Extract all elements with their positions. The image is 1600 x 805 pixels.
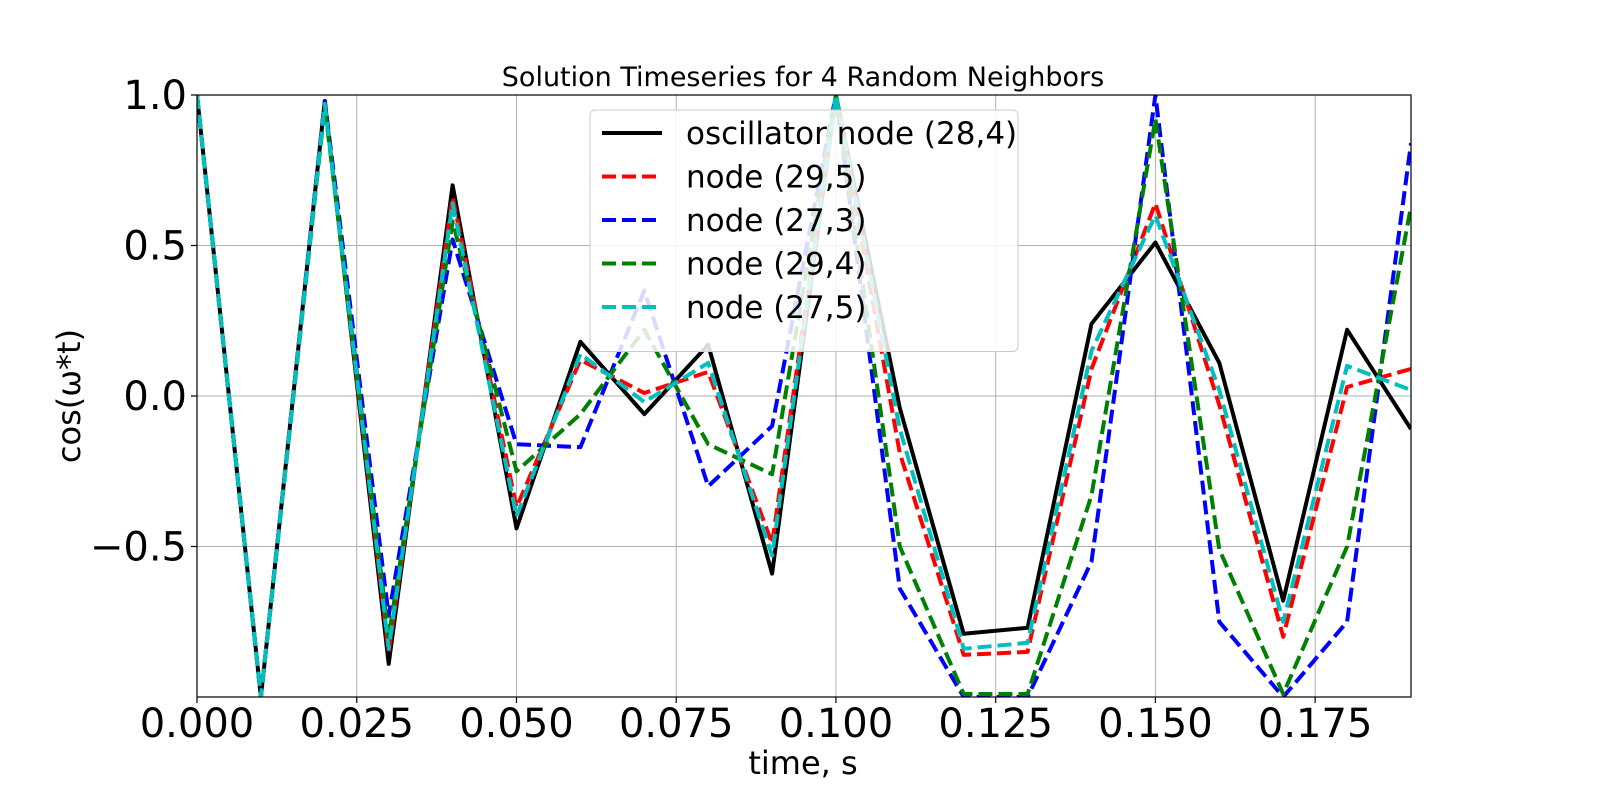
series-line-3 [197,95,1411,697]
legend-box [589,109,1019,352]
y-axis-label: cos(ω*t) [50,329,88,463]
chart-title: Solution Timeseries for 4 Random Neighbo… [502,62,1104,93]
y-tick-label: 0.5 [123,224,187,270]
legend-label: node (29,5) [686,160,866,196]
x-tick-label: 0.150 [1098,701,1213,747]
x-tick-label: 0.075 [619,701,734,747]
x-tick-label: 0.025 [299,701,414,747]
legend-label: node (27,5) [686,290,866,326]
y-tick-label: 0.0 [123,374,187,420]
x-tick-label: 0.125 [938,701,1053,747]
axis-ticks: 0.000 0.025 0.050 0.075 0.100 0.125 0.150 0.175… [90,73,1373,747]
y-tick-label: −0.5 [90,525,187,571]
legend-label: oscillator node (28,4) [686,116,1017,152]
legend-label: node (27,3) [686,203,866,239]
legend: oscillator node (28,4) node (29,5) node (2… [589,109,1019,352]
x-tick-label: 0.175 [1258,701,1373,747]
x-tick-label: 0.000 [140,701,255,747]
x-tick-label: 0.100 [779,701,894,747]
x-axis-label: time, s [748,744,857,782]
x-tick-label: 0.050 [459,701,574,747]
legend-label: node (29,4) [686,247,866,283]
y-tick-label: 1.0 [123,73,187,119]
